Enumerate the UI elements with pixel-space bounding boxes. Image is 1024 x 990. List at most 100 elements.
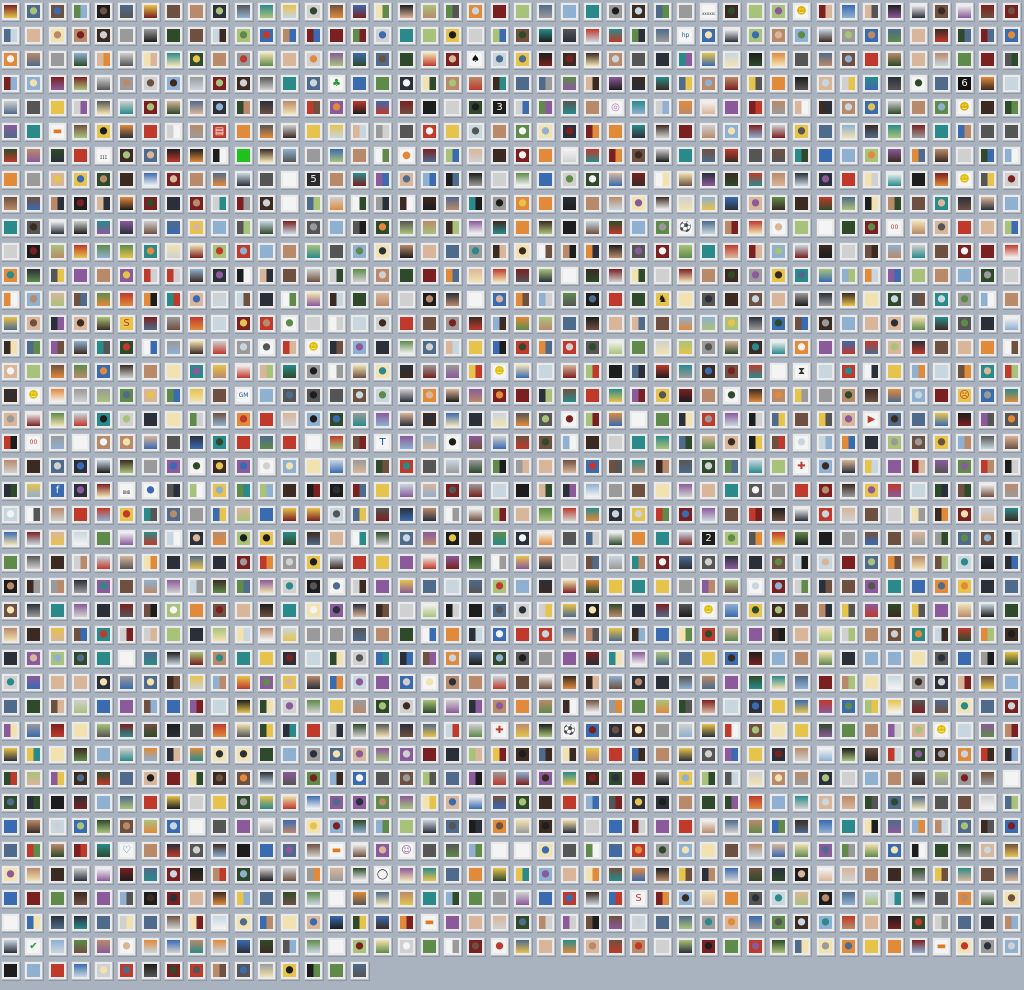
thumbnail[interactable] bbox=[536, 697, 555, 716]
thumbnail[interactable] bbox=[141, 553, 160, 572]
thumbnail[interactable] bbox=[327, 913, 346, 932]
thumbnail[interactable] bbox=[560, 529, 579, 548]
thumbnail[interactable] bbox=[327, 194, 346, 213]
thumbnail[interactable] bbox=[769, 146, 788, 165]
thumbnail[interactable] bbox=[955, 769, 974, 788]
thumbnail[interactable] bbox=[699, 865, 718, 884]
thumbnail[interactable] bbox=[746, 937, 765, 956]
thumbnail-color-wheel[interactable]: ● bbox=[397, 146, 416, 165]
thumbnail[interactable] bbox=[443, 218, 462, 237]
thumbnail[interactable] bbox=[583, 553, 602, 572]
thumbnail[interactable] bbox=[117, 673, 136, 692]
thumbnail[interactable] bbox=[164, 577, 183, 596]
thumbnail[interactable] bbox=[466, 410, 485, 429]
thumbnail[interactable] bbox=[839, 433, 858, 452]
thumbnail[interactable] bbox=[48, 889, 67, 908]
thumbnail[interactable] bbox=[327, 961, 346, 980]
thumbnail[interactable] bbox=[187, 146, 206, 165]
thumbnail[interactable] bbox=[234, 961, 253, 980]
thumbnail[interactable] bbox=[653, 98, 672, 117]
thumbnail[interactable] bbox=[1002, 553, 1021, 572]
thumbnail[interactable] bbox=[699, 218, 718, 237]
thumbnail[interactable] bbox=[420, 601, 439, 620]
thumbnail[interactable] bbox=[257, 146, 276, 165]
thumbnail[interactable] bbox=[420, 745, 439, 764]
thumbnail[interactable] bbox=[24, 194, 43, 213]
thumbnail[interactable] bbox=[909, 218, 928, 237]
thumbnail[interactable] bbox=[210, 433, 229, 452]
thumbnail[interactable] bbox=[978, 146, 997, 165]
thumbnail[interactable] bbox=[513, 218, 532, 237]
thumbnail[interactable] bbox=[71, 242, 90, 261]
thumbnail[interactable] bbox=[885, 793, 904, 812]
thumbnail[interactable] bbox=[490, 433, 509, 452]
thumbnail[interactable] bbox=[978, 266, 997, 285]
thumbnail[interactable] bbox=[583, 865, 602, 884]
thumbnail[interactable] bbox=[443, 481, 462, 500]
thumbnail[interactable] bbox=[629, 457, 648, 476]
thumbnail[interactable] bbox=[746, 769, 765, 788]
thumbnail[interactable] bbox=[350, 218, 369, 237]
thumbnail[interactable] bbox=[234, 601, 253, 620]
thumbnail[interactable] bbox=[24, 865, 43, 884]
thumbnail[interactable] bbox=[304, 362, 323, 381]
thumbnail[interactable] bbox=[304, 865, 323, 884]
thumbnail[interactable] bbox=[443, 266, 462, 285]
thumbnail-number-six[interactable]: 6 bbox=[955, 74, 974, 93]
thumbnail[interactable] bbox=[24, 98, 43, 117]
thumbnail[interactable] bbox=[676, 505, 695, 524]
thumbnail[interactable] bbox=[862, 74, 881, 93]
thumbnail[interactable] bbox=[397, 50, 416, 69]
thumbnail[interactable] bbox=[24, 122, 43, 141]
thumbnail[interactable] bbox=[653, 793, 672, 812]
thumbnail[interactable] bbox=[234, 338, 253, 357]
thumbnail[interactable] bbox=[792, 266, 811, 285]
thumbnail[interactable] bbox=[932, 553, 951, 572]
thumbnail[interactable] bbox=[629, 553, 648, 572]
thumbnail[interactable] bbox=[839, 721, 858, 740]
thumbnail[interactable] bbox=[978, 457, 997, 476]
thumbnail[interactable] bbox=[210, 338, 229, 357]
thumbnail[interactable] bbox=[932, 314, 951, 333]
thumbnail[interactable] bbox=[164, 793, 183, 812]
thumbnail[interactable] bbox=[420, 937, 439, 956]
thumbnail[interactable] bbox=[676, 673, 695, 692]
thumbnail[interactable] bbox=[769, 338, 788, 357]
thumbnail[interactable] bbox=[466, 122, 485, 141]
thumbnail[interactable] bbox=[1, 745, 20, 764]
thumbnail[interactable] bbox=[48, 649, 67, 668]
thumbnail[interactable] bbox=[792, 218, 811, 237]
thumbnail[interactable] bbox=[746, 865, 765, 884]
thumbnail[interactable] bbox=[653, 601, 672, 620]
thumbnail[interactable] bbox=[885, 889, 904, 908]
thumbnail[interactable] bbox=[885, 386, 904, 405]
thumbnail[interactable] bbox=[722, 649, 741, 668]
thumbnail[interactable] bbox=[909, 290, 928, 309]
thumbnail[interactable] bbox=[490, 290, 509, 309]
thumbnail[interactable] bbox=[909, 362, 928, 381]
thumbnail[interactable] bbox=[141, 529, 160, 548]
thumbnail[interactable] bbox=[560, 841, 579, 860]
thumbnail[interactable] bbox=[746, 146, 765, 165]
thumbnail[interactable] bbox=[653, 841, 672, 860]
thumbnail[interactable] bbox=[257, 745, 276, 764]
thumbnail[interactable] bbox=[257, 937, 276, 956]
thumbnail[interactable] bbox=[443, 457, 462, 476]
thumbnail[interactable] bbox=[699, 50, 718, 69]
thumbnail-number-five[interactable]: 5 bbox=[304, 170, 323, 189]
thumbnail[interactable] bbox=[443, 913, 462, 932]
thumbnail[interactable] bbox=[699, 266, 718, 285]
thumbnail[interactable] bbox=[606, 841, 625, 860]
thumbnail[interactable] bbox=[978, 889, 997, 908]
thumbnail[interactable] bbox=[909, 386, 928, 405]
thumbnail[interactable] bbox=[816, 314, 835, 333]
thumbnail[interactable] bbox=[560, 601, 579, 620]
thumbnail[interactable] bbox=[746, 505, 765, 524]
thumbnail[interactable] bbox=[443, 146, 462, 165]
thumbnail[interactable] bbox=[932, 625, 951, 644]
thumbnail[interactable] bbox=[24, 553, 43, 572]
thumbnail[interactable] bbox=[490, 338, 509, 357]
thumbnail[interactable] bbox=[141, 122, 160, 141]
thumbnail[interactable] bbox=[234, 122, 253, 141]
thumbnail[interactable] bbox=[955, 841, 974, 860]
